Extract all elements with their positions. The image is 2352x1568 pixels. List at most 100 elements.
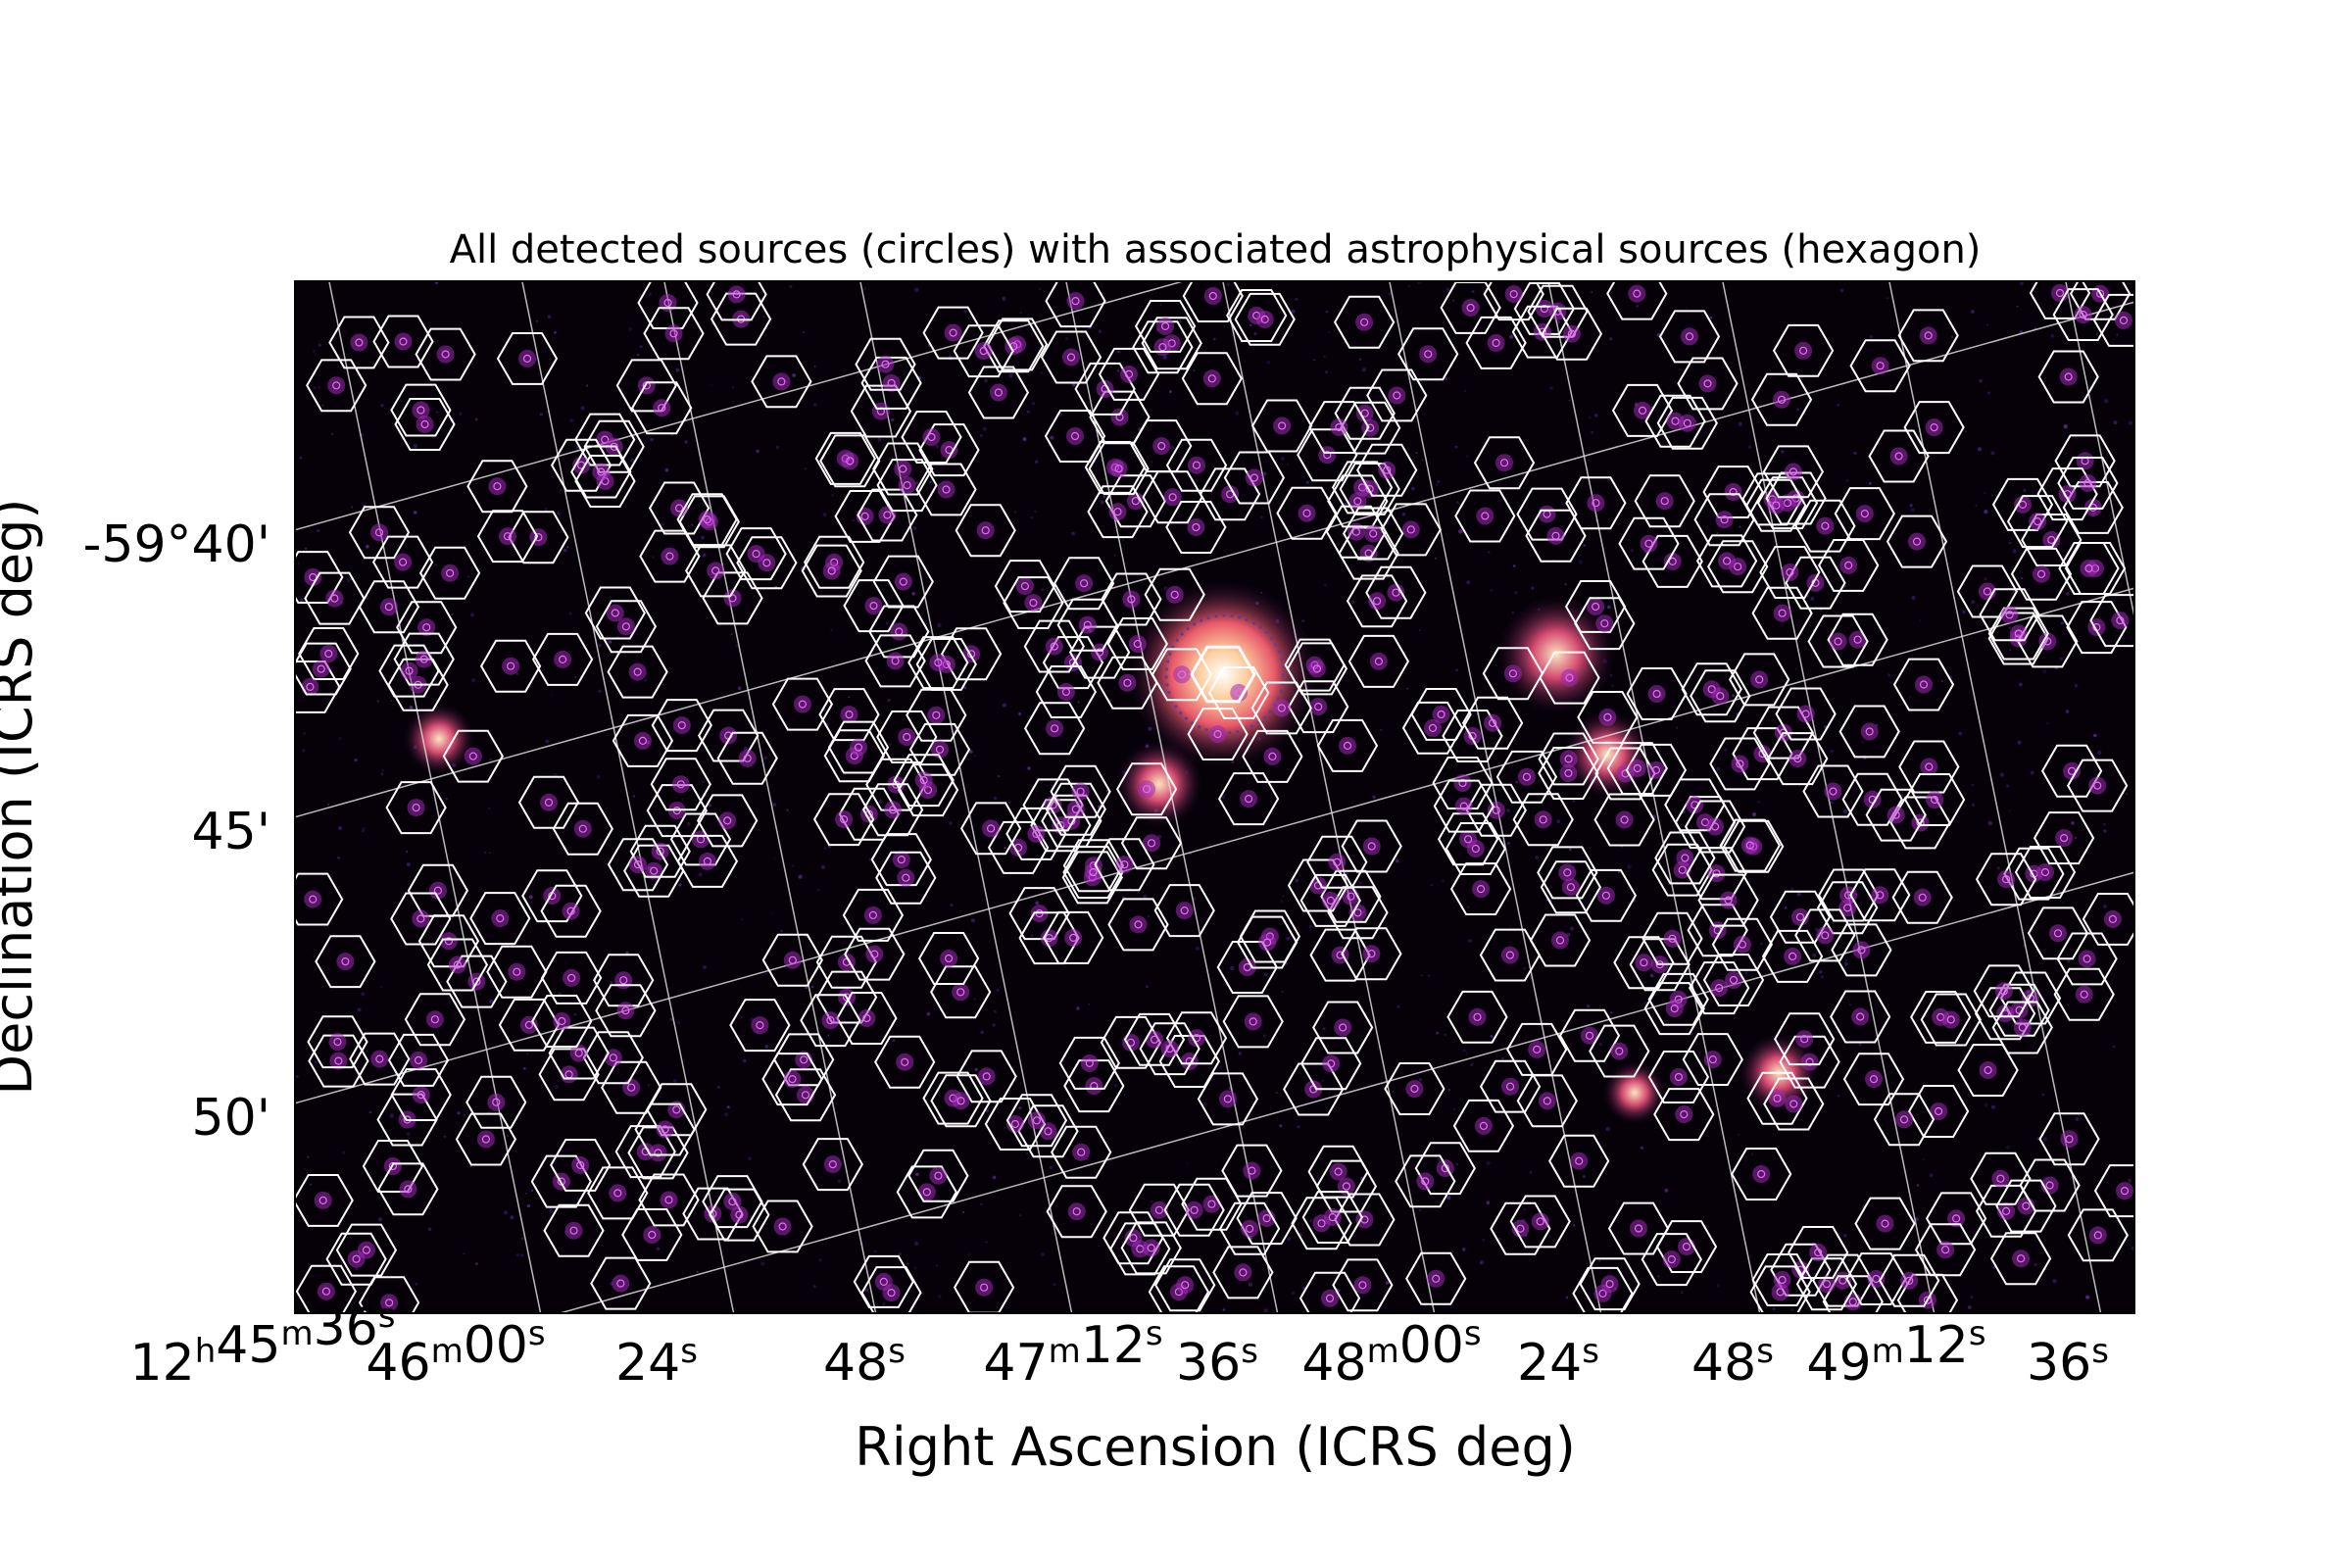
detected-source-circle [330, 594, 339, 603]
detected-source-circle [828, 1159, 837, 1169]
noise-speck [810, 985, 814, 989]
detected-source-circle [412, 803, 420, 812]
noise-speck [2104, 399, 2109, 404]
detected-source-circle [1358, 1281, 1367, 1290]
associated-source-hexagon [1611, 383, 1674, 437]
noise-speck [1486, 1160, 1491, 1165]
source-glow [436, 345, 455, 364]
noise-speck [576, 1198, 580, 1200]
associated-source-hexagon [1834, 487, 1895, 541]
noise-speck [1772, 1307, 1776, 1311]
associated-source-hexagon [1307, 1145, 1369, 1199]
source-glow [864, 597, 883, 615]
associated-source-hexagon [930, 1074, 992, 1128]
source [587, 1166, 649, 1220]
source [1384, 1062, 1446, 1115]
associated-source-hexagon [1087, 485, 1149, 539]
source-glow [649, 1144, 667, 1162]
source-glow [1120, 365, 1138, 383]
noise-speck [1784, 906, 1788, 909]
noise-speck [389, 1113, 395, 1118]
associated-source-hexagon [1618, 516, 1680, 570]
noise-speck [2059, 657, 2064, 662]
source-glow [660, 1191, 678, 1209]
associated-source-hexagon [2053, 967, 2115, 1021]
detected-source-circle [1685, 332, 1694, 341]
noise-speck [1506, 964, 1508, 966]
associated-source-hexagon [298, 627, 360, 680]
source [1003, 576, 1064, 629]
detected-source-circle [496, 913, 505, 923]
source-glow [1066, 292, 1085, 311]
detected-source-circle [333, 1037, 342, 1047]
associated-source-hexagon [1762, 445, 1825, 499]
associated-source-hexagon [1886, 514, 1948, 568]
noise-speck [1324, 584, 1327, 587]
detected-source-circle [419, 655, 428, 663]
detected-source-circle [1458, 778, 1467, 788]
associated-source-hexagon [638, 1173, 700, 1227]
source-glow [977, 1067, 996, 1086]
source [1914, 1223, 1977, 1277]
source-glow [1461, 299, 1480, 317]
source-glow [1163, 488, 1182, 507]
source-glow [336, 953, 355, 971]
noise-speck [980, 1030, 984, 1035]
detected-source-circle [309, 895, 318, 904]
associated-source-hexagon [1074, 362, 1136, 416]
source [872, 442, 934, 496]
noise-speck [507, 1135, 510, 1138]
noise-speck [1859, 1098, 1862, 1101]
source [702, 571, 763, 625]
source [1626, 667, 1688, 720]
noise-speck [740, 918, 743, 921]
detected-source-circle [493, 482, 502, 491]
associated-source-hexagon [1896, 1273, 1959, 1313]
detected-source-circle [385, 1298, 394, 1307]
source-glow [837, 953, 856, 971]
source-glow [661, 547, 679, 565]
noise-speck [1325, 311, 1329, 314]
detected-source-circle [1351, 527, 1361, 536]
noise-speck [1359, 358, 1362, 361]
noise-speck [1031, 401, 1036, 406]
noise-speck [1535, 856, 1539, 859]
source-glow [563, 968, 581, 987]
source [907, 1149, 969, 1202]
associated-source-hexagon [2066, 601, 2128, 655]
source [751, 355, 812, 409]
source-glow [865, 945, 884, 963]
detected-source-circle [1905, 1276, 1914, 1285]
source [387, 1033, 450, 1087]
source-glow [896, 1053, 914, 1071]
associated-source-hexagon [1516, 1074, 1578, 1128]
detected-source-circle [1207, 374, 1216, 383]
source [1223, 451, 1286, 505]
detected-source-circle [1339, 1023, 1348, 1032]
detected-source-circle [362, 1246, 370, 1254]
associated-source-hexagon [1979, 588, 2040, 642]
source-glow [1355, 1210, 1374, 1229]
noise-speck [526, 1203, 531, 1208]
source-glow [350, 333, 368, 352]
detected-source-circle [1131, 497, 1140, 506]
associated-source-hexagon [1299, 873, 1361, 927]
noise-speck [361, 992, 366, 997]
detected-source-circle [899, 465, 907, 473]
noise-speck [326, 803, 330, 807]
source-glow [1501, 1077, 1520, 1096]
associated-source-hexagon [629, 824, 691, 878]
source-glow [1387, 583, 1405, 602]
detected-source-circle [661, 1125, 669, 1134]
detected-source-circle [1585, 1031, 1594, 1040]
noise-speck [639, 345, 643, 348]
detected-source-circle [1591, 602, 1600, 612]
associated-source-hexagon [1818, 539, 1880, 592]
associated-source-hexagon [1920, 993, 1982, 1047]
noise-speck [1372, 795, 1376, 800]
source [1849, 339, 1911, 393]
source [1490, 1201, 1551, 1255]
noise-speck [1849, 1003, 1852, 1005]
source [1746, 1071, 1808, 1125]
noise-speck [912, 526, 917, 530]
